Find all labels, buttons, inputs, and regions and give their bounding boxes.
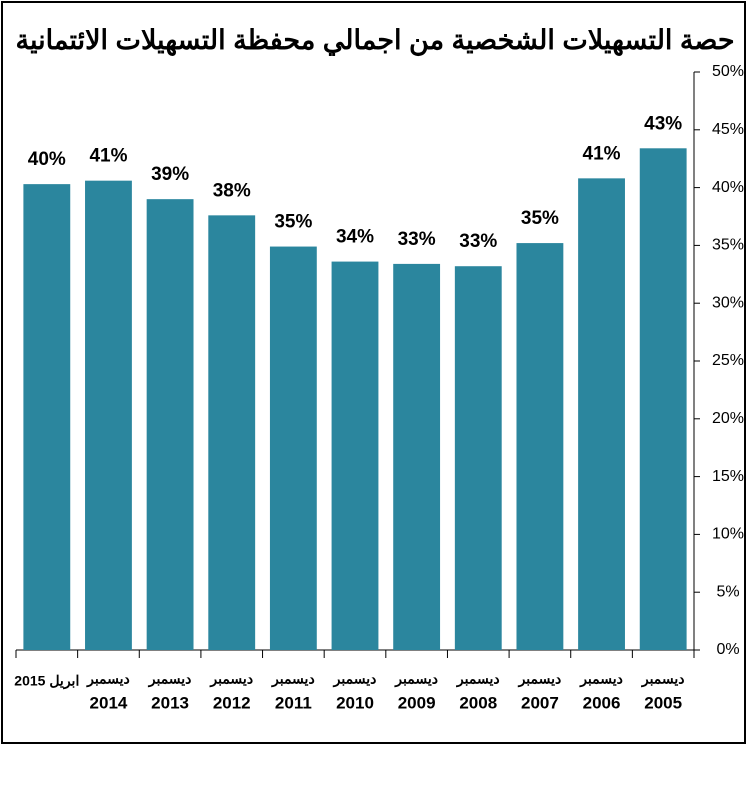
value-label: 33% <box>398 229 436 250</box>
x-tick-label: ديسمبر <box>333 671 377 688</box>
chart-title: حصة التسهيلات الشخصية من اجمالي محفظة ال… <box>15 25 734 57</box>
bar <box>23 184 71 650</box>
value-label: 43% <box>644 113 682 134</box>
x-tick-label: 2006 <box>583 693 621 712</box>
value-label: 40% <box>28 149 66 170</box>
y-tick-label: 30% <box>712 294 744 311</box>
x-tick-label: 2010 <box>336 693 374 712</box>
x-tick-label: ابريل 2015 <box>14 673 79 690</box>
x-tick-label: 2008 <box>459 693 497 712</box>
bar <box>269 246 317 650</box>
x-tick-label: ديسمبر <box>271 671 315 688</box>
y-tick-label: 5% <box>716 583 739 600</box>
value-label: 34% <box>336 227 374 248</box>
bar <box>393 263 441 650</box>
bar <box>208 215 256 650</box>
bar <box>146 199 194 650</box>
y-tick-label: 50% <box>712 63 744 80</box>
x-tick-label: ديسمبر <box>456 671 500 688</box>
value-label: 35% <box>521 208 559 229</box>
x-tick-label: ديسمبر <box>86 671 130 688</box>
y-tick-label: 0% <box>716 641 739 658</box>
y-tick-label: 25% <box>712 352 744 369</box>
y-tick-label: 45% <box>712 121 744 138</box>
value-label: 35% <box>274 212 312 233</box>
y-tick-label: 20% <box>712 410 744 427</box>
y-tick-label: 10% <box>712 526 744 543</box>
x-tick-label: 2011 <box>275 693 312 712</box>
x-tick-label: 2013 <box>151 693 189 712</box>
x-tick-label: 2014 <box>90 693 128 712</box>
x-tick-label: 2005 <box>644 693 682 712</box>
bar <box>516 243 564 650</box>
value-label: 41% <box>89 146 127 167</box>
y-tick-label: 15% <box>712 468 744 485</box>
value-label: 33% <box>459 231 497 252</box>
bar <box>331 261 379 650</box>
bar <box>639 148 687 650</box>
x-tick-label: 2007 <box>521 693 559 712</box>
x-tick-label: ديسمبر <box>579 671 623 688</box>
x-tick-label: ديسمبر <box>148 671 192 688</box>
y-tick-label: 35% <box>712 237 744 254</box>
x-tick-label: ديسمبر <box>518 671 562 688</box>
bar <box>578 178 625 651</box>
value-label: 39% <box>151 164 189 185</box>
x-tick-label: ديسمبر <box>641 671 685 688</box>
value-label: 38% <box>213 180 251 201</box>
value-label: 41% <box>583 143 621 164</box>
x-tick-label: 2009 <box>398 693 436 712</box>
bar <box>454 266 502 650</box>
x-tick-label: ديسمبر <box>209 671 253 688</box>
bar <box>85 180 132 650</box>
x-tick-label: ديسمبر <box>394 671 438 688</box>
y-tick-label: 40% <box>712 179 744 196</box>
x-tick-label: 2012 <box>213 693 251 712</box>
